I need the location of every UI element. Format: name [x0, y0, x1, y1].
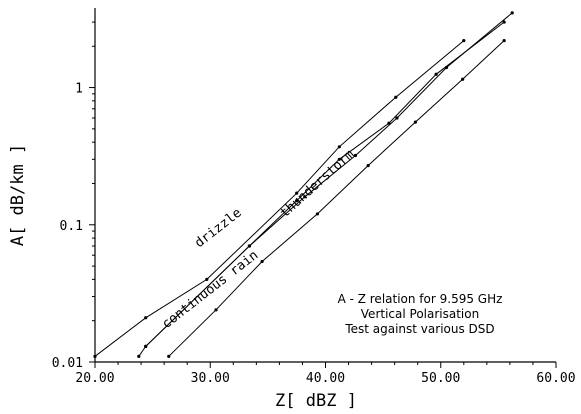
x-tick-label: 40.00 [306, 371, 345, 386]
annotation-line-2: Vertical Polarisation [361, 307, 479, 321]
thunderstorm-point [167, 354, 171, 358]
x-tick-label: 20.00 [75, 371, 114, 386]
series-3-point [303, 195, 307, 199]
continuous-rain-label: continuous rain [160, 248, 262, 332]
series-3-point [444, 65, 449, 70]
thunderstorm-point [366, 163, 370, 168]
series-3-point [353, 153, 358, 158]
series-layer [93, 11, 514, 358]
continuous-rain-point [337, 157, 341, 161]
series-3-point [395, 116, 399, 120]
thunderstorm-label: thunderstorm [277, 147, 357, 221]
axes: 20.00 30.00 40.00 50.00 60.00 0.01 0.1 1 [52, 8, 576, 386]
x-tick-label: 30.00 [191, 371, 230, 386]
thunderstorm-point [315, 212, 320, 216]
y-axis-title: A[ dB/km ] [8, 144, 28, 246]
thunderstorm-point [260, 259, 264, 264]
x-axis-title: Z[ dBZ ] [275, 391, 357, 411]
drizzle-point [205, 277, 209, 281]
thunderstorm-line [168, 40, 505, 357]
y-tick-label: 1 [75, 82, 83, 97]
y-tick-label: 0.1 [60, 219, 83, 234]
continuous-rain-point [434, 72, 438, 76]
thunderstorm-point [413, 120, 417, 124]
drizzle-point [337, 145, 341, 149]
x-tick-label: 50.00 [421, 371, 460, 386]
drizzle-point [144, 316, 148, 320]
x-tick-label: 60.00 [536, 371, 575, 386]
drizzle-point [295, 191, 299, 195]
thunderstorm-point [502, 38, 506, 43]
annotation-line-3: Test against various DSD [344, 322, 494, 336]
thunderstorm-point [461, 77, 465, 81]
annotation: A - Z relation for 9.595 GHz Vertical Po… [338, 292, 503, 336]
continuous-rain-point [502, 20, 506, 24]
annotation-line-1: A - Z relation for 9.595 GHz [338, 292, 503, 306]
continuous-rain-point [137, 354, 141, 358]
series-3-point [144, 344, 148, 348]
y-tick-label: 0.01 [52, 356, 83, 371]
continuous-rain-point [295, 199, 299, 203]
drizzle-label: drizzle [192, 205, 245, 251]
series-3-point [247, 244, 252, 248]
drizzle-point [462, 38, 466, 43]
drizzle-point [394, 95, 398, 99]
series-3-point [510, 11, 514, 15]
thunderstorm-point [214, 308, 218, 312]
drizzle-point [93, 354, 97, 358]
